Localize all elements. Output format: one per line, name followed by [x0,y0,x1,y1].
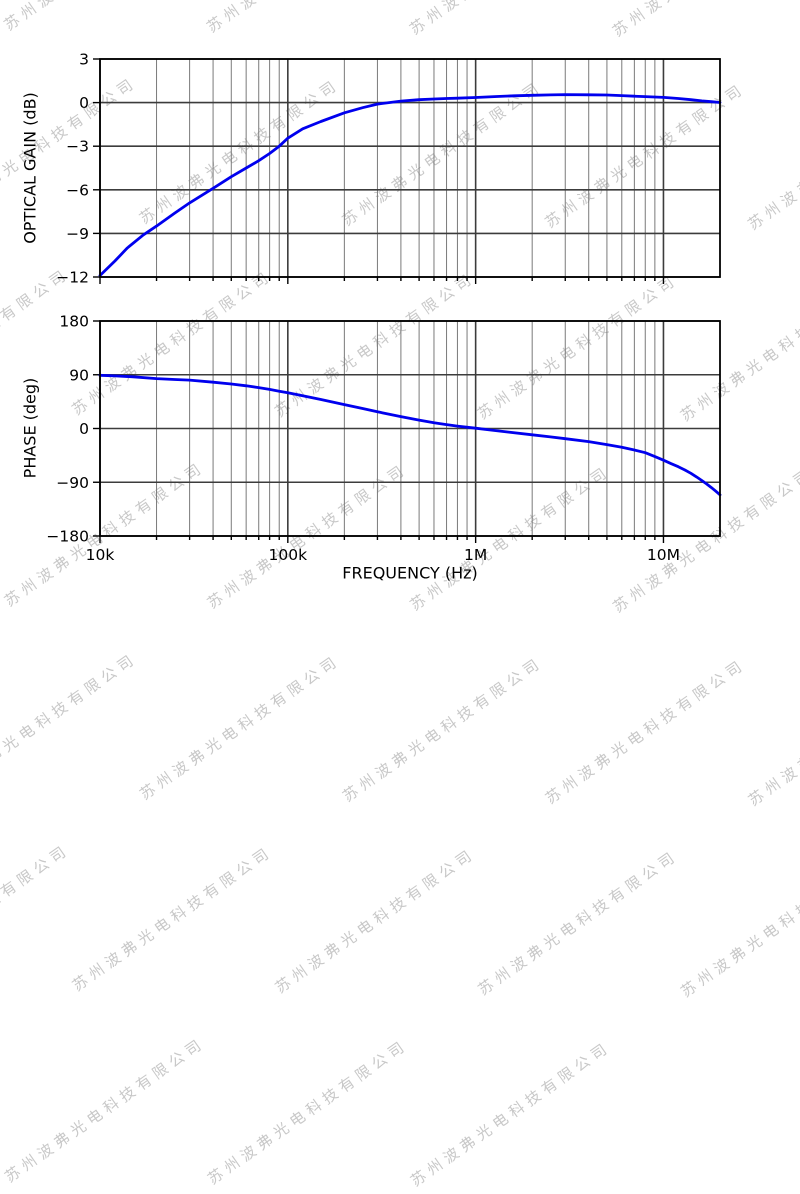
y-tick-label: −9 [66,225,89,243]
subplot-phase: 10k 100k 1M 10M 180 90 0 −90 −180 [46,313,722,564]
y-tick-label: 3 [79,51,89,69]
watermark-text: 苏州波弗光电科技有限公司 [0,649,141,802]
watermark-text: 苏州波弗光电科技有限公司 [1,1033,209,1187]
phase-curve [98,373,722,497]
x-tick-label: 10k [86,546,115,564]
y-tick-label: 180 [59,313,89,331]
y-tick-label: 0 [79,94,89,112]
watermark-text: 苏州波弗光电科技有限公司 [474,846,682,999]
watermark-text: 苏州波弗光电科技有限公司 [744,657,800,810]
watermark-text: 苏州波弗光电科技有限公司 [677,848,800,1001]
watermark-text: 苏州波弗光电科技有限公司 [68,842,276,995]
y-tick-label: −12 [56,269,89,287]
phase-axis-label: PHASE (deg) [20,377,40,479]
axes-spine [99,58,721,278]
watermark-text: 苏州波弗光电科技有限公司 [0,840,74,993]
x-tick-label: 10M [647,546,680,564]
gain-axis-label: OPTICAL GAIN (dB) [20,92,40,244]
x-tick-label: 1M [464,546,487,564]
watermark-text: 苏州波弗光电科技有限公司 [339,653,547,806]
y-tick-label: 90 [69,366,89,384]
y-tick-label: 0 [79,420,89,438]
frequency-axis-label: FREQUENCY (Hz) [342,563,478,583]
watermark-text: 苏州波弗光电科技有限公司 [271,844,479,997]
y-tick-label: −90 [56,474,89,492]
subplot-gain: 3 0 −3 −6 −9 −12 [56,51,722,287]
watermark-text: 苏州波弗光电科技有限公司 [407,1037,615,1191]
y-tick-label: −180 [46,528,89,546]
watermark-text: 苏州波弗光电科技有限公司 [136,651,344,804]
x-tick-label: 100k [269,546,308,564]
y-tick-label: −6 [66,181,89,199]
gain-curve [98,93,722,277]
watermark-text: 苏州波弗光电科技有限公司 [542,655,750,808]
axes-spine [99,320,721,537]
y-tick-label: −3 [66,138,89,156]
plot-canvas: 3 0 −3 −6 −9 −12 10k 100k 1M 10M 180 90 0 −90 −180 [46,51,722,564]
watermark-text: 苏州波弗光电科技有限公司 [204,1035,412,1189]
